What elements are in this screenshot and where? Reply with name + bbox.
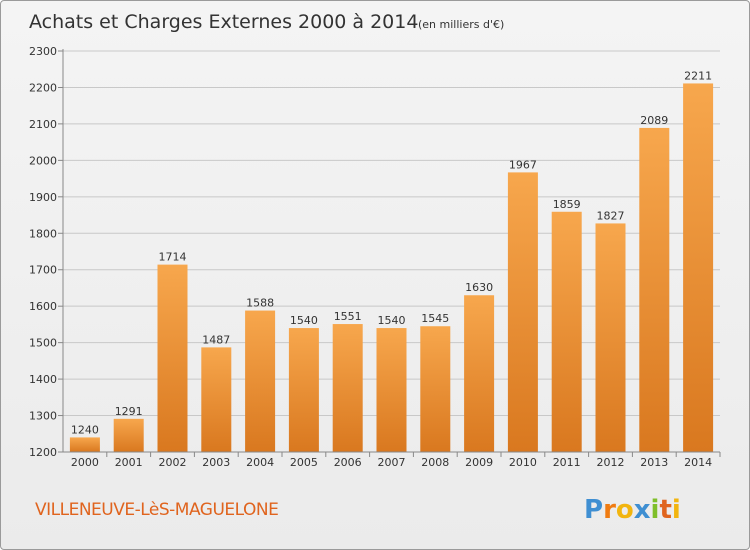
bar	[245, 310, 276, 452]
bar	[376, 328, 407, 452]
y-tick-label: 2100	[29, 118, 57, 131]
x-tick-label: 2011	[553, 456, 581, 469]
x-tick-label: 2000	[71, 456, 99, 469]
data-label: 1714	[159, 251, 187, 264]
x-tick-label: 2010	[509, 456, 537, 469]
bar	[201, 347, 232, 452]
y-tick-label: 1500	[29, 337, 57, 350]
x-tick-label: 2006	[334, 456, 362, 469]
bar	[420, 326, 451, 452]
data-label: 1540	[290, 314, 318, 327]
y-tick-label: 2000	[29, 154, 57, 167]
data-label: 1827	[597, 209, 625, 222]
y-tick-label: 1900	[29, 191, 57, 204]
bar	[464, 295, 495, 452]
data-label: 1545	[421, 312, 449, 325]
x-tick-label: 2009	[465, 456, 493, 469]
x-tick-label: 2012	[597, 456, 625, 469]
bar	[288, 328, 319, 452]
bar	[332, 324, 363, 452]
x-tick-label: 2008	[421, 456, 449, 469]
data-label: 1859	[553, 198, 581, 211]
place-name: VILLENEUVE-LèS-MAGUELONE	[35, 500, 278, 520]
data-label: 1291	[115, 405, 143, 418]
bar	[69, 437, 100, 452]
y-tick-label: 2300	[29, 45, 57, 58]
bar	[113, 418, 144, 452]
y-tick-label: 2200	[29, 81, 57, 94]
data-label: 2211	[684, 69, 712, 82]
x-tick-label: 2014	[684, 456, 712, 469]
bar	[157, 264, 188, 452]
x-tick-label: 2004	[246, 456, 274, 469]
y-tick-label: 1400	[29, 373, 57, 386]
data-label: 1588	[246, 297, 274, 310]
data-label: 1967	[509, 158, 537, 171]
x-tick-label: 2013	[640, 456, 668, 469]
data-label: 1240	[71, 423, 99, 436]
y-tick-label: 1800	[29, 227, 57, 240]
chart-subtitle: (en milliers d'€)	[418, 18, 504, 31]
data-label: 2089	[640, 114, 668, 127]
data-label: 1551	[334, 310, 362, 323]
bar	[639, 127, 670, 452]
bar	[683, 83, 714, 452]
data-label: 1630	[465, 281, 493, 294]
x-tick-label: 2007	[378, 456, 406, 469]
data-label: 1487	[202, 333, 230, 346]
x-tick-label: 2001	[115, 456, 143, 469]
bars: 1240 1291 1714 1487 1588 1540 1551 1540 1545 1630…	[69, 69, 714, 453]
bar	[595, 223, 626, 452]
bar	[551, 211, 582, 452]
y-axis-labels: 1200 1300 1400 1500 1600 1700 1800 1900 2000 2100…	[29, 45, 63, 459]
y-tick-label: 1700	[29, 264, 57, 277]
proxiti-logo: Proxiti	[584, 495, 681, 525]
y-tick-label: 1300	[29, 410, 57, 423]
x-tick-label: 2002	[159, 456, 187, 469]
data-label: 1540	[378, 314, 406, 327]
bar	[507, 172, 538, 453]
axes	[62, 49, 720, 453]
y-tick-label: 1600	[29, 300, 57, 313]
chart-title: Achats et Charges Externes 2000 à 2014	[29, 11, 418, 33]
x-tick-label: 2005	[290, 456, 318, 469]
x-axis-labels: 2000 2001 2002 2003 2004 2005 2006 2007 2008 2009…	[71, 452, 721, 469]
x-tick-label: 2003	[202, 456, 230, 469]
y-tick-label: 1200	[29, 446, 57, 459]
